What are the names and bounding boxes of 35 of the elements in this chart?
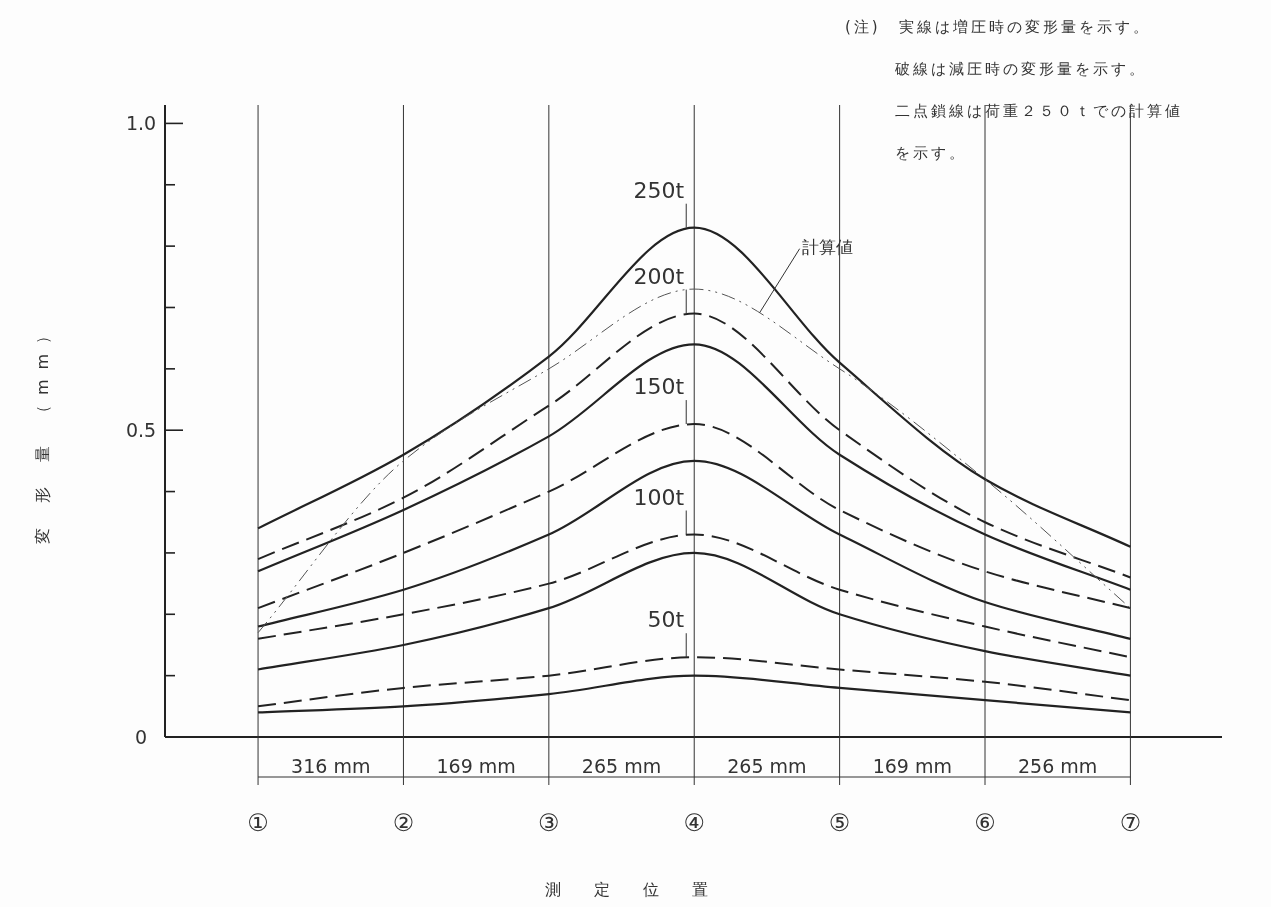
y-tick-label: 0	[134, 726, 148, 748]
x-tick-label: ①	[247, 809, 269, 837]
annotation: を示す。	[895, 144, 967, 162]
line-series	[256, 459, 1132, 640]
annotation: 150t	[633, 374, 685, 400]
annotation: 100t	[633, 484, 685, 510]
line-series	[256, 343, 1132, 591]
y-tick-label: 0.5	[125, 419, 157, 442]
x-tick-label: ⑥	[974, 809, 996, 837]
annotation: 250t	[633, 177, 685, 203]
x-tick-label: ②	[392, 809, 415, 837]
y-axis-title: 変 形 量 （mm）	[33, 317, 52, 545]
line-series	[257, 656, 1132, 708]
line-series	[256, 226, 1132, 548]
text: 256 mm	[1018, 755, 1098, 777]
annotation: 200t	[633, 263, 685, 289]
x-tick-label: ⑤	[828, 809, 851, 837]
x-tick-label: ③	[538, 809, 560, 837]
line-series	[257, 288, 1131, 634]
text: 169 mm	[436, 755, 516, 777]
x-tick-label: ⑦	[1119, 809, 1142, 837]
line-series	[256, 674, 1132, 714]
annotation: 50t	[647, 607, 685, 633]
y-tick-label: 1.0	[125, 112, 157, 135]
text: (注) 実線は増圧時の変形量を示す。	[845, 18, 1151, 36]
text: 169 mm	[872, 755, 952, 777]
x-tick-label: ④	[683, 809, 705, 837]
line-series	[257, 312, 1132, 579]
text: 265 mm	[727, 755, 807, 777]
text: 破線は減圧時の変形量を示す。	[894, 60, 1147, 78]
x-axis-title: 測 定 位 置	[544, 880, 723, 899]
text: 265 mm	[581, 755, 662, 777]
line-series	[256, 551, 1132, 677]
text: 316 mm	[291, 755, 371, 777]
line-series	[257, 423, 1132, 610]
